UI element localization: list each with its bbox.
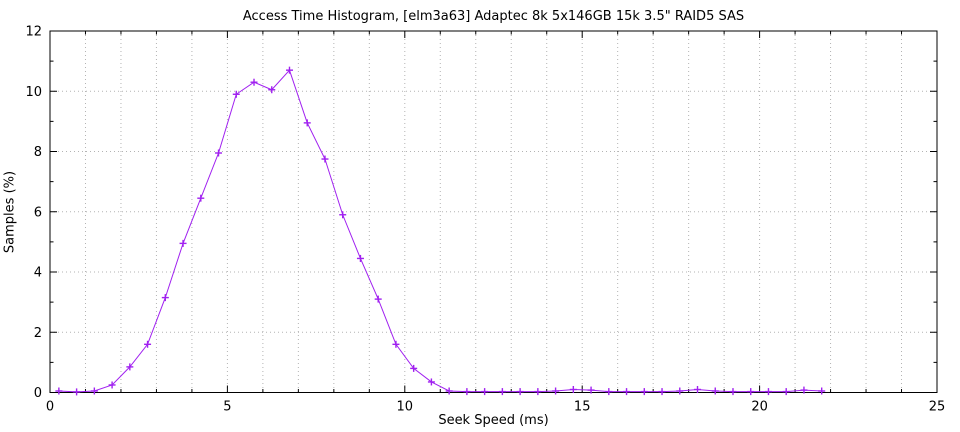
y-tick-label: 8 bbox=[34, 145, 42, 160]
y-tick-label: 0 bbox=[34, 386, 42, 401]
x-tick-label: 25 bbox=[929, 400, 946, 415]
y-tick-label: 4 bbox=[34, 266, 42, 281]
plot-border bbox=[49, 30, 938, 393]
chart-title: Access Time Histogram, [elm3a63] Adaptec… bbox=[242, 9, 745, 24]
x-tick-label: 15 bbox=[574, 400, 591, 415]
x-tick-label: 20 bbox=[751, 400, 768, 415]
y-tick-label: 10 bbox=[25, 85, 42, 100]
x-tick-label: 0 bbox=[46, 400, 54, 415]
y-tick-label: 6 bbox=[34, 205, 42, 220]
y-tick-label: 2 bbox=[34, 326, 42, 341]
x-tick-label: 10 bbox=[397, 400, 414, 415]
x-tick-label: 5 bbox=[223, 400, 231, 415]
x-axis-title: Seek Speed (ms) bbox=[438, 413, 549, 428]
y-tick-label: 12 bbox=[25, 25, 42, 40]
